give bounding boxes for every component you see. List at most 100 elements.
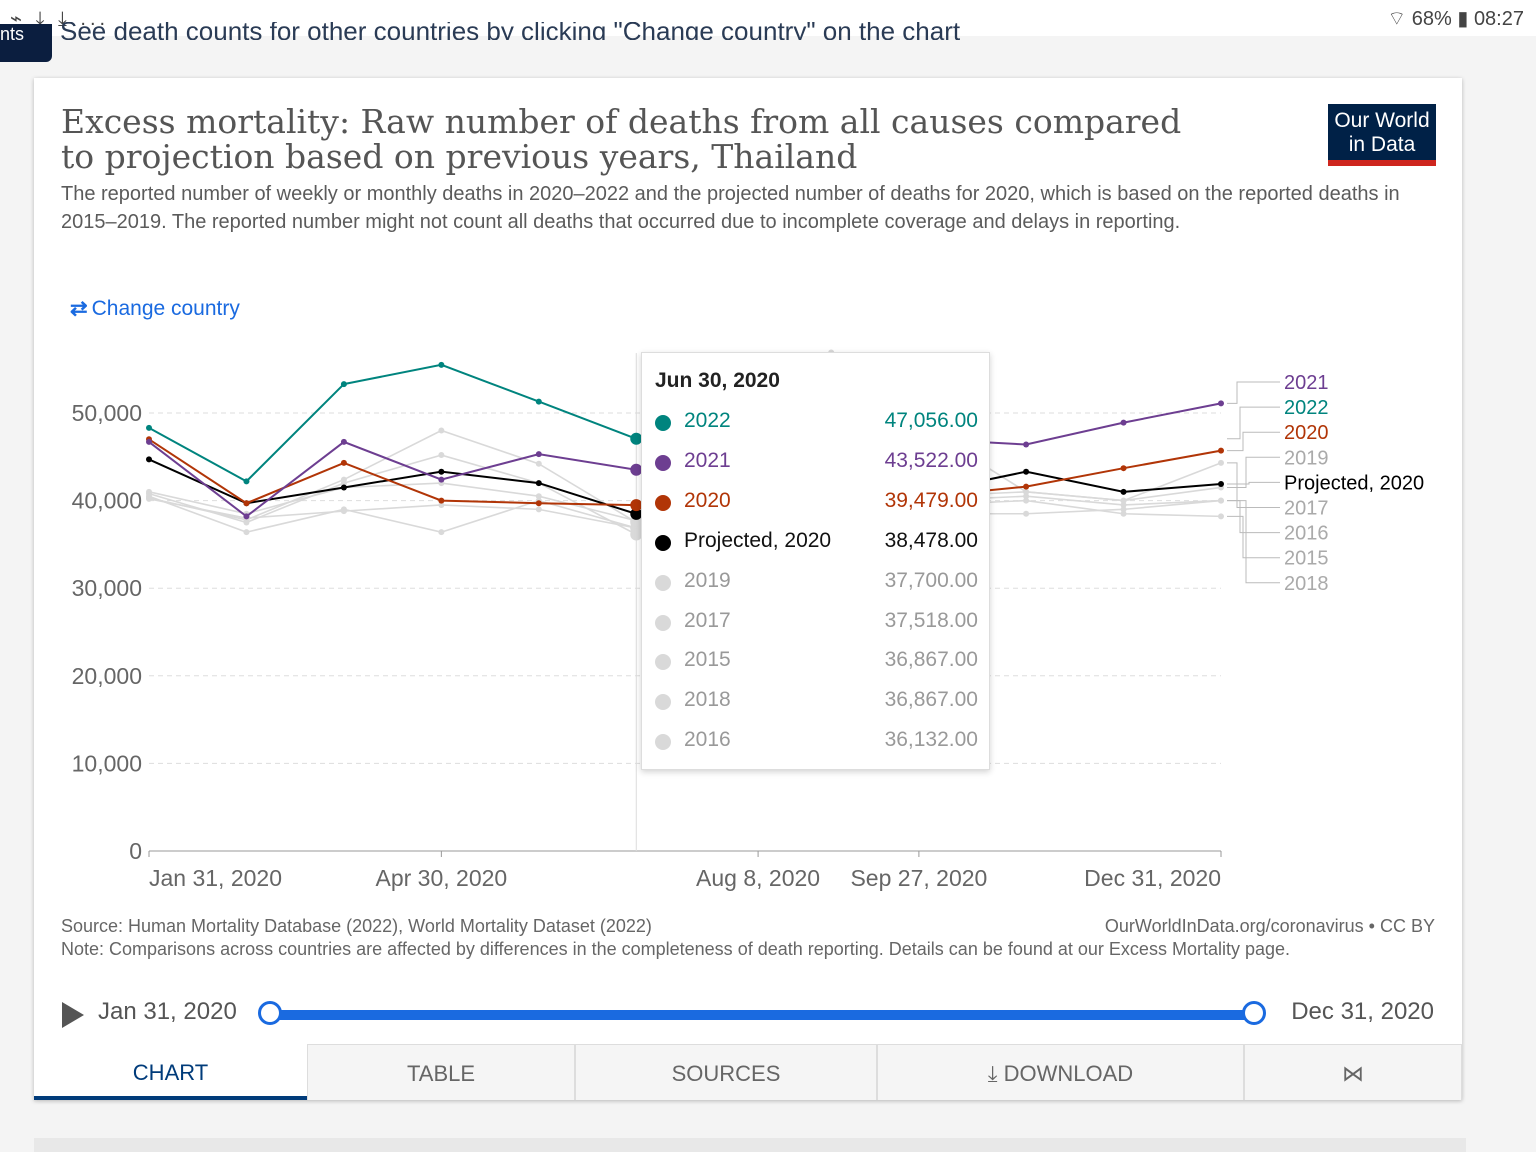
source-text: Source: Human Mortality Database (2022),…: [61, 916, 652, 936]
data-point: [1120, 506, 1127, 513]
legend-connector: [1227, 481, 1280, 485]
y-tick-label: 50,000: [72, 400, 142, 426]
legend-connector: [1227, 462, 1280, 508]
timeline-end-handle[interactable]: [1242, 1001, 1266, 1025]
tooltip-series-name: 2015: [684, 648, 731, 672]
tab-bar: CHART TABLE SOURCES ⤓ DOWNLOAD ⋈: [34, 1044, 1462, 1100]
chart-tooltip: Jun 30, 2020 2022 47,056.00 2021 43,522.00 2…: [641, 352, 990, 770]
data-point: [535, 500, 542, 507]
legend-label: 2020: [1284, 422, 1329, 444]
legend-connector: [1227, 515, 1280, 559]
owid-logo[interactable]: Our World in Data: [1328, 104, 1436, 166]
legend-label: 2015: [1284, 548, 1329, 570]
legend-connector: [1227, 500, 1280, 584]
data-point: [243, 500, 250, 507]
data-point: [535, 398, 542, 405]
logo-line1: Our World: [1334, 109, 1430, 132]
data-point: [1218, 447, 1224, 454]
timeline-start-handle[interactable]: [258, 1001, 282, 1025]
series-line-2022: [148, 363, 637, 483]
tooltip-series-value: 47,056.00: [884, 409, 978, 432]
clock: 08:27: [1473, 8, 1524, 30]
data-point: [438, 452, 445, 459]
data-point: [535, 460, 542, 467]
data-point: [438, 361, 445, 368]
data-point: [1218, 497, 1224, 504]
change-country-label: Change country: [91, 297, 240, 320]
data-point: [1218, 513, 1224, 520]
battery-icon: ▮: [1457, 8, 1474, 30]
data-point: [243, 529, 250, 536]
tooltip-row: 2015 36,867.00: [655, 647, 978, 677]
data-point: [535, 506, 542, 513]
timeline-start-label: Jan 31, 2020: [98, 998, 237, 1025]
data-point: [1120, 419, 1127, 426]
data-point: [1120, 497, 1127, 504]
data-point: [1023, 497, 1030, 504]
data-point: [1023, 493, 1030, 500]
x-tick-label: Apr 30, 2020: [376, 865, 508, 891]
data-point: [535, 451, 542, 458]
tooltip-row: 2018 36,867.00: [655, 687, 978, 717]
data-point: [146, 488, 152, 495]
data-point: [1023, 468, 1030, 475]
tooltip-series-name: Projected, 2020: [684, 528, 832, 552]
data-point: [1023, 441, 1030, 448]
data-point: [1218, 459, 1224, 466]
y-tick-label: 30,000: [72, 575, 142, 601]
tooltip-series-value: 36,132.00: [884, 728, 978, 752]
x-tick-label: Dec 31, 2020: [1084, 865, 1221, 891]
license-link[interactable]: OurWorldInData.org/coronavirus • CC BY: [1104, 916, 1435, 936]
tooltip-row: 2019 37,700.00: [655, 568, 978, 598]
tooltip-series-value: 36,867.00: [884, 648, 978, 672]
tooltip-series-name: 2018: [684, 688, 731, 712]
data-point: [438, 427, 445, 434]
background-tab[interactable]: nts: [0, 24, 52, 62]
tab-chart[interactable]: CHART: [34, 1044, 307, 1100]
legend-connector: [1227, 381, 1280, 404]
series-line-2021: [148, 440, 637, 518]
line-chart[interactable]: 0 10,000 20,000 30,000 40,000 50,000 Jan 31, 2…: [34, 78, 1462, 908]
data-point: [438, 529, 445, 536]
tab-download[interactable]: ⤓ DOWNLOAD: [877, 1044, 1244, 1100]
data-point: [630, 507, 643, 520]
tooltip-series-name: 2017: [684, 608, 731, 632]
y-tick-label: 10,000: [72, 750, 142, 776]
data-point: [243, 478, 250, 485]
tooltip-series-name: 2016: [684, 728, 731, 752]
tooltip-series-name: 2020: [684, 488, 731, 512]
change-country-button[interactable]: ⇄ Change country: [70, 296, 240, 321]
note-text: Note: Comparisons across countries are a…: [61, 939, 1291, 959]
data-point: [340, 476, 347, 483]
data-point: [1120, 501, 1127, 508]
x-tick-label: Jan 31, 2020: [149, 865, 282, 891]
tooltip-series-value: 37,700.00: [884, 568, 978, 592]
play-icon[interactable]: [62, 1002, 84, 1028]
status-bar: ⌁ ⤓ ⤓ ... ⌔ 68% ▮ 08:27: [0, 0, 1536, 36]
data-point: [535, 480, 542, 487]
legend-label: 2019: [1284, 447, 1329, 469]
data-point: [438, 468, 445, 475]
status-right: ⌔ 68% ▮ 08:27: [1387, 6, 1524, 31]
data-point: [630, 432, 643, 445]
data-point: [1218, 400, 1224, 407]
tab-table[interactable]: TABLE: [307, 1044, 575, 1100]
data-point: [1120, 465, 1127, 472]
logo-line2: in Data: [1348, 133, 1416, 156]
legend-dot-icon: [655, 454, 671, 471]
tooltip-series-value: 38,478.00: [884, 528, 978, 552]
legend-label: 2021: [1284, 372, 1329, 394]
data-point: [340, 484, 347, 491]
data-point: [340, 508, 347, 515]
tooltip-date: Jun 30, 2020: [655, 369, 780, 392]
tooltip-series-name: 2019: [684, 568, 731, 592]
share-icon[interactable]: ⋈: [1244, 1044, 1462, 1100]
tab-sources[interactable]: SOURCES: [575, 1044, 877, 1100]
data-point: [1218, 480, 1224, 487]
data-point: [1023, 488, 1030, 495]
legend-dot-icon: [655, 415, 671, 431]
legend-dot-icon: [655, 494, 671, 511]
tooltip-series-value: 36,867.00: [884, 688, 978, 712]
timeline-track[interactable]: [272, 1010, 1254, 1020]
tooltip-row: Projected, 2020 38,478.00: [655, 528, 978, 558]
